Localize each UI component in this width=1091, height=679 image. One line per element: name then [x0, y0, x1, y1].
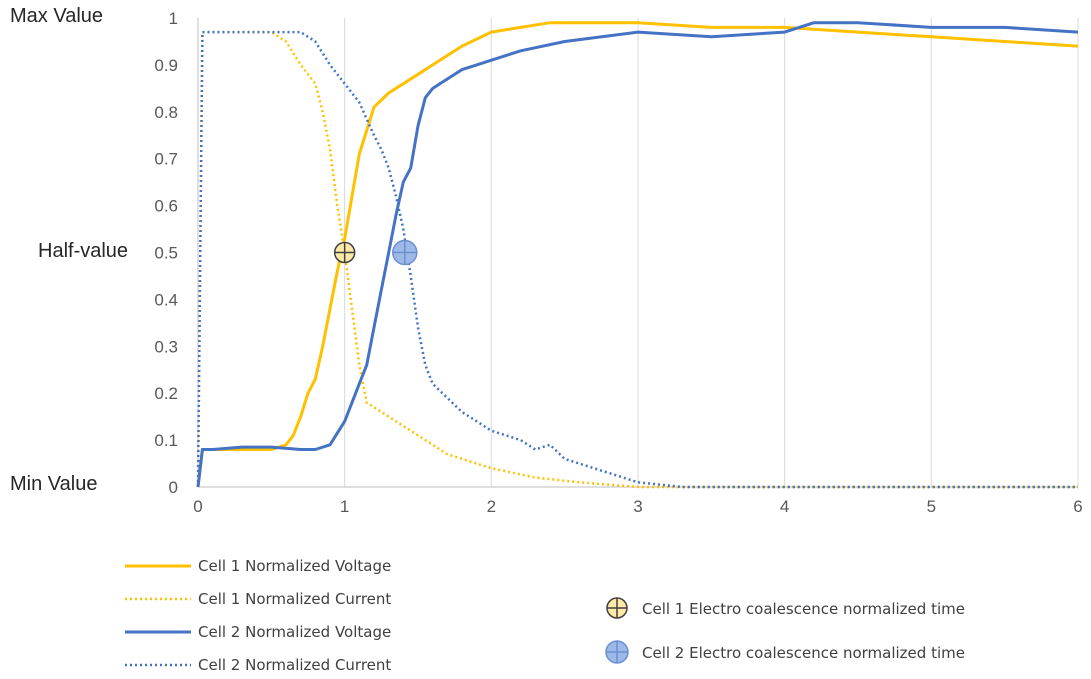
y-tick-label: 0.9: [154, 56, 178, 75]
legend-marker-icon-cell2: [605, 640, 629, 664]
y-tick-label: 0.6: [154, 197, 178, 216]
y-tick-label: 1: [169, 9, 178, 28]
half-value-marker-1: [333, 241, 356, 264]
half-value-marker-2: [392, 239, 418, 266]
y-side-label-min: Min Value: [10, 473, 97, 495]
y-side-label-half: Half-value: [38, 240, 128, 262]
x-tick-label: 3: [633, 497, 642, 516]
series-lines: [196, 21, 1079, 489]
y-side-label-max: Max Value: [10, 5, 103, 27]
series-line-3: [196, 21, 1079, 488]
x-tick-label: 2: [487, 497, 496, 516]
y-tick-label: 0.3: [154, 337, 178, 356]
y-tick-label: 0.4: [154, 290, 178, 309]
series-line-1: [196, 21, 1079, 488]
y-tick-label: 0.7: [154, 150, 178, 169]
y-tick-label: 0.5: [154, 244, 178, 263]
x-tick-label: 6: [1073, 497, 1082, 516]
series-line-2: [196, 30, 1078, 489]
y-tick-label: 0: [169, 478, 178, 497]
vertical-gridlines: [344, 18, 1079, 487]
y-tick-label: 0.8: [154, 103, 178, 122]
legend-label-cell2-current: Cell 2 Normalized Current: [198, 656, 391, 674]
legend-marker-icon-cell1: [606, 597, 628, 619]
y-tick-label: 0.1: [154, 431, 178, 450]
x-tick-label: 1: [340, 497, 349, 516]
legend-label-cell2-marker: Cell 2 Electro coalescence normalized ti…: [642, 644, 965, 662]
legend-label-cell1-voltage: Cell 1 Normalized Voltage: [198, 557, 391, 575]
y-tick-label: 0.2: [154, 384, 178, 403]
tick-labels: 0 1 2 3 4 5 6 0 0.1 0.2 0.3 0.4 0.5 0.6 0.7 0.8 0.9 1: [154, 9, 1082, 516]
legend-label-cell2-voltage: Cell 2 Normalized Voltage: [198, 623, 391, 641]
legend-label-cell1-marker: Cell 1 Electro coalescence normalized ti…: [642, 600, 965, 618]
x-tick-label: 0: [193, 497, 202, 516]
x-tick-label: 4: [780, 497, 789, 516]
legend-label-cell1-current: Cell 1 Normalized Current: [198, 590, 391, 608]
half-value-markers: [333, 239, 418, 266]
x-tick-label: 5: [927, 497, 936, 516]
legend: Cell 1 Normalized Voltage Cell 1 Normali…: [125, 557, 965, 674]
